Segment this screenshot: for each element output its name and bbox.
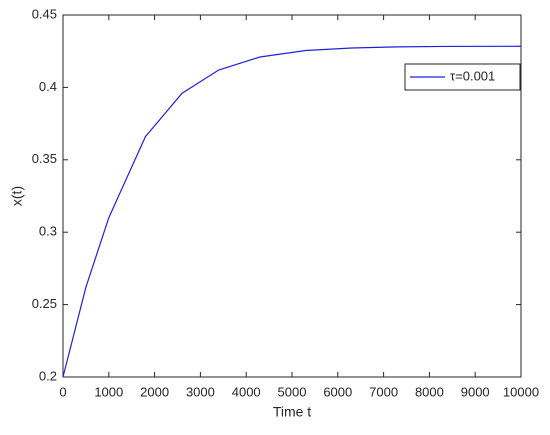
x-tick-label: 4000 bbox=[232, 384, 261, 399]
y-tick-label: 0.2 bbox=[39, 368, 57, 383]
x-tick-label: 8000 bbox=[415, 384, 444, 399]
y-tick-label: 0.25 bbox=[32, 296, 57, 311]
y-tick-label: 0.35 bbox=[32, 151, 57, 166]
x-tick-label: 5000 bbox=[278, 384, 307, 399]
x-tick-label: 0 bbox=[59, 384, 66, 399]
x-tick-label: 10000 bbox=[503, 384, 539, 399]
y-tick-label: 0.4 bbox=[39, 79, 57, 94]
x-axis-label: Time t bbox=[273, 404, 311, 420]
y-axis-label: x(t) bbox=[9, 186, 25, 206]
x-tick-label: 2000 bbox=[140, 384, 169, 399]
y-tick-label: 0.45 bbox=[32, 6, 57, 21]
x-tick-label: 6000 bbox=[323, 384, 352, 399]
x-tick-label: 1000 bbox=[94, 384, 123, 399]
x-tick-label: 9000 bbox=[461, 384, 490, 399]
x-tick-label: 7000 bbox=[369, 384, 398, 399]
data-line bbox=[62, 45, 522, 378]
y-tick-label: 0.3 bbox=[39, 224, 57, 239]
plot-frame bbox=[62, 14, 522, 378]
x-tick-label: 3000 bbox=[186, 384, 215, 399]
legend-label: τ=0.001 bbox=[450, 68, 495, 83]
